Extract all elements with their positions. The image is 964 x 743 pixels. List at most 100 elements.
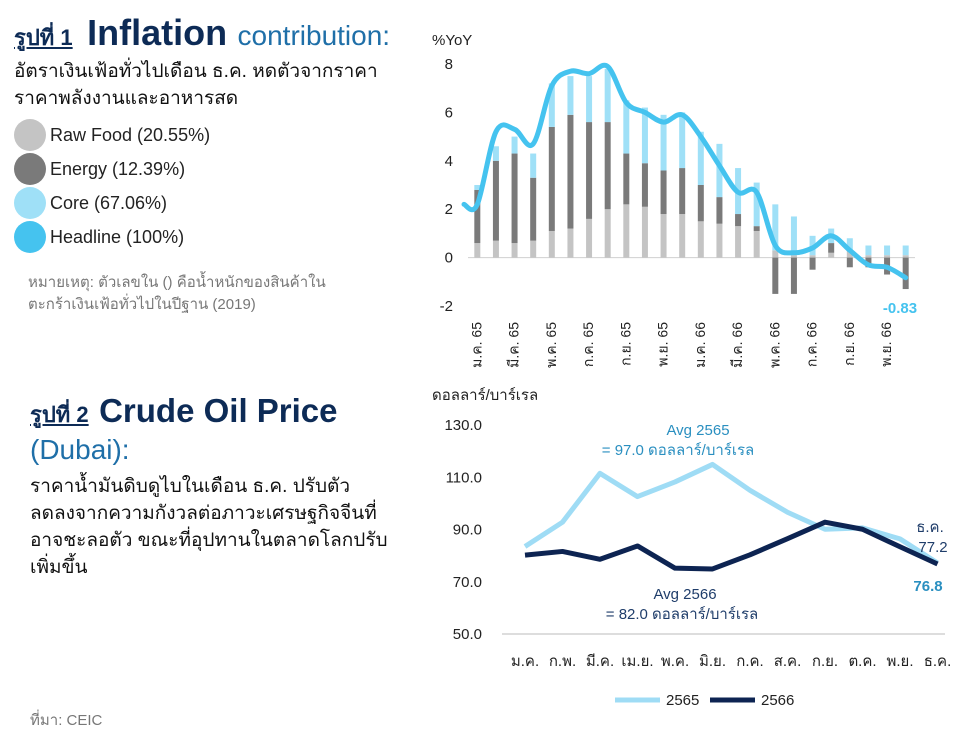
bar-energy	[846, 257, 853, 268]
bar-energy	[735, 214, 742, 227]
avg-2566-value: = 82.0 ดอลลาร์/บาร์เรล	[606, 606, 758, 623]
y-tick-label: 4	[445, 153, 453, 170]
bar-raw-food	[753, 230, 760, 258]
figure1-unit: %YoY	[432, 32, 473, 49]
oil-x-tick-label: เม.ย.	[621, 653, 653, 670]
x-tick-label: ก.ย. 65	[617, 322, 633, 366]
legend-item-energy: Energy (12.39%)	[14, 152, 210, 186]
bar-raw-food	[902, 255, 909, 258]
source-note: ที่มา: CEIC	[30, 712, 103, 729]
legend-2565-label: 2565	[666, 692, 699, 709]
avg-2565-value: = 97.0 ดอลลาร์/บาร์เรล	[602, 442, 754, 459]
figure2-label: รูปที่ 2	[30, 402, 89, 427]
x-tick-label: พ.ย. 65	[655, 322, 671, 367]
figure1-title: Inflation	[87, 12, 228, 53]
figure2-header: รูปที่ 2 Crude Oil Price	[30, 392, 338, 432]
figure2-description-line: เพิ่มขึ้น	[30, 557, 88, 578]
oil-x-tick-label: พ.ค.	[661, 653, 689, 670]
oil-y-tick-label: 50.0	[453, 626, 482, 643]
bar-raw-food	[474, 243, 481, 258]
y-tick-label: 2	[445, 201, 453, 218]
bar-raw-food	[660, 214, 667, 258]
x-tick-label: พ.ย. 66	[878, 322, 894, 367]
bar-energy	[753, 226, 760, 231]
bar-raw-food	[865, 255, 872, 258]
bar-raw-food	[697, 221, 704, 258]
oil-x-tick-label: ส.ค.	[774, 653, 802, 670]
oil-y-tick-label: 90.0	[453, 522, 482, 539]
bar-raw-food	[492, 240, 499, 258]
bar-core	[846, 238, 853, 251]
x-tick-label: ก.ย. 66	[841, 322, 857, 366]
bar-energy	[902, 257, 909, 290]
bar-raw-food	[548, 230, 555, 258]
bar-energy	[641, 163, 648, 207]
bar-energy	[492, 160, 499, 241]
series-2565-line	[523, 461, 939, 566]
figure2-description: ราคาน้ำมันดิบดูไบในเดือน ธ.ค. ปรับตัว ลด…	[30, 473, 388, 581]
bar-core	[530, 153, 537, 178]
bar-energy	[530, 177, 537, 241]
bar-core	[474, 185, 481, 190]
bar-core	[641, 107, 648, 164]
bar-raw-food	[809, 255, 816, 258]
figure2-description-line: ลดลงจากความกังวลต่อภาวะเศรษฐกิจจีนที่	[30, 503, 377, 524]
oil-y-tick-label: 110.0	[446, 469, 482, 486]
bar-core	[716, 143, 723, 198]
bar-core	[902, 245, 909, 256]
bar-raw-food	[679, 214, 686, 258]
bar-energy	[716, 197, 723, 224]
bar-energy	[790, 257, 797, 294]
bar-energy	[809, 257, 816, 270]
figure2-description-line: อาจชะลอตัว ขณะที่อุปทานในตลาดโลกปรับ	[30, 530, 388, 551]
bar-raw-food	[604, 209, 611, 258]
bar-energy	[828, 243, 835, 253]
figure2-title: Crude Oil Price	[99, 392, 338, 429]
oil-y-tick-label: 130.0	[444, 417, 482, 434]
bar-core	[586, 76, 593, 123]
bar-core	[772, 204, 779, 251]
legend-item-core: Core (67.06%)	[14, 186, 210, 220]
figure1-label: รูปที่ 1	[14, 25, 73, 50]
bar-core	[623, 100, 630, 154]
bar-energy	[772, 257, 779, 294]
bar-raw-food	[716, 223, 723, 258]
legend-label: Core (67.06%)	[50, 192, 168, 213]
bar-core	[697, 131, 704, 185]
bar-energy	[660, 170, 667, 215]
y-tick-label: 0	[445, 250, 453, 267]
oil-x-tick-label: มี.ค.	[586, 653, 614, 670]
dec-2565-value: 77.2	[918, 539, 947, 556]
headline-line	[461, 62, 909, 281]
bar-raw-food	[884, 255, 891, 258]
oil-y-axis-label: ดอลลาร์/บาร์เรล	[432, 387, 538, 404]
bar-energy	[548, 126, 555, 231]
x-tick-label: ก.ค. 65	[580, 322, 596, 367]
inflation-contribution-chart: 8 6 4 2 0 -2 ม.ค. 65 มี.ค. 65 พ.ค. 65 ก.ค. 65 ก.ย…	[440, 56, 917, 368]
oil-x-tick-label: ก.พ.	[549, 653, 576, 670]
bar-energy	[567, 114, 574, 229]
figure1-description-line: ราคาพลังงานและอาหารสด	[14, 88, 239, 109]
x-tick-label: มี.ค. 66	[729, 322, 745, 368]
legend-item-headline: Headline (100%)	[14, 220, 210, 254]
figure1-legend: Raw Food (20.55%) Energy (12.39%) Core (…	[14, 118, 210, 254]
dubai-crude-chart: ดอลลาร์/บาร์เรล 130.0 110.0 90.0 70.0 50.0 ม…	[432, 387, 951, 709]
figure1-note-line: ตะกร้าเงินเฟ้อทั่วไปในปีฐาน (2019)	[28, 296, 256, 313]
figure1-description: อัตราเงินเฟ้อทั่วไปเดือน ธ.ค. หดตัวจากรา…	[14, 58, 378, 112]
y-tick-label: -2	[440, 298, 453, 315]
x-tick-label: ม.ค. 65	[468, 322, 484, 368]
bar-energy	[679, 168, 686, 215]
oil-y-tick-label: 70.0	[453, 574, 482, 591]
oil-legend: 2565 2566	[615, 692, 794, 709]
bar-core	[567, 76, 574, 115]
oil-x-tick-label: พ.ย.	[886, 653, 913, 670]
oil-x-tick-label: ม.ค.	[511, 653, 539, 670]
bar-energy	[623, 153, 630, 205]
bar-raw-food	[828, 252, 835, 258]
figure1-description-line: อัตราเงินเฟ้อทั่วไปเดือน ธ.ค. หดตัวจากรา…	[14, 61, 378, 82]
figure2-description-line: ราคาน้ำมันดิบดูไบในเดือน ธ.ค. ปรับตัว	[30, 476, 351, 497]
bar-raw-food	[735, 226, 742, 258]
legend-swatch	[14, 119, 46, 151]
x-tick-label: ม.ค. 66	[692, 322, 708, 368]
bar-raw-food	[641, 206, 648, 258]
